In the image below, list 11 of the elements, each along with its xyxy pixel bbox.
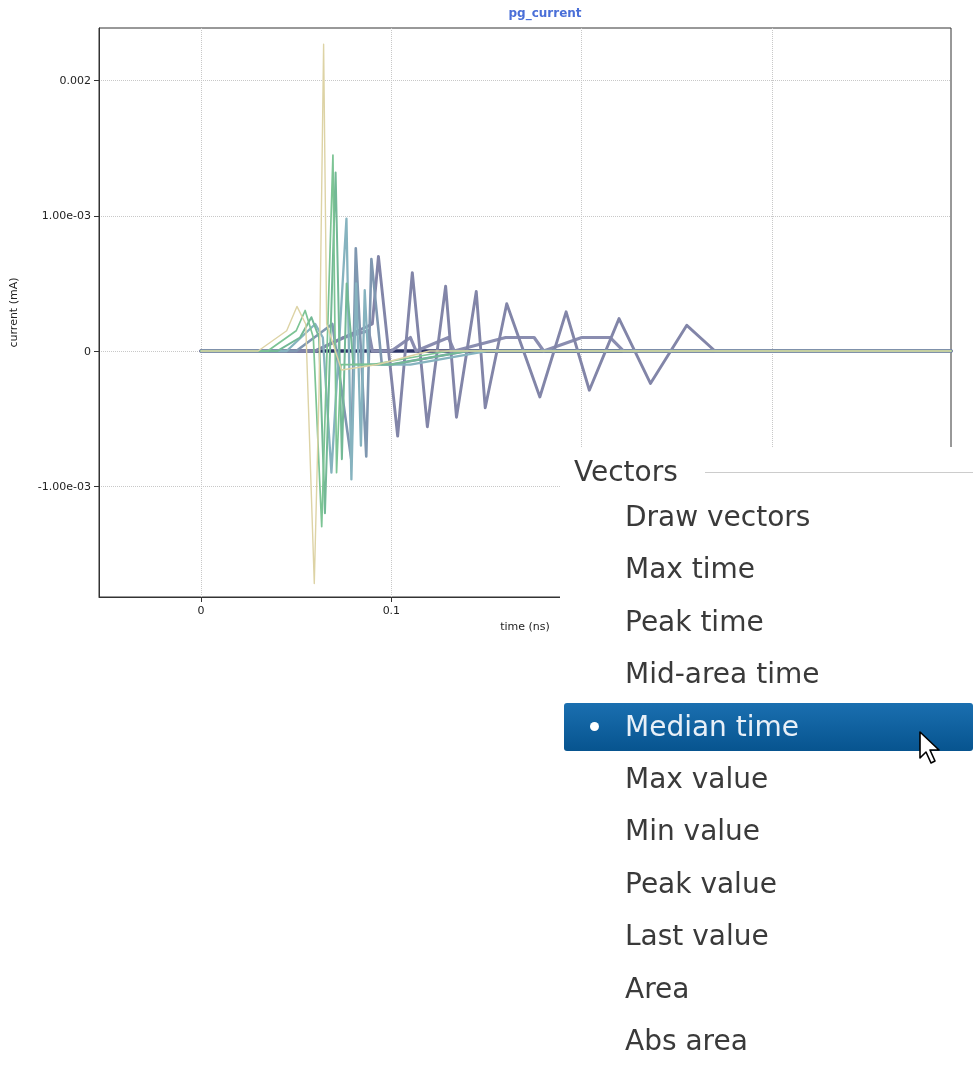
annotation: Draw vectors (625, 500, 811, 534)
annotation: Max time (625, 552, 756, 587)
x-axis-title: time (ns) (500, 619, 550, 633)
y-tick-label: -1.00e-03 (37, 479, 91, 493)
annotation: Vectors (574, 455, 678, 489)
y-tick-label: 0.002 (59, 74, 91, 88)
chart-title: pg_current (508, 6, 582, 21)
y-axis-title: current (mA) (7, 277, 20, 348)
y-tick-label: 0 (84, 344, 91, 358)
x-tick-label: 0.1 (382, 604, 401, 617)
y-tick-label: 1.00e-03 (41, 209, 91, 223)
